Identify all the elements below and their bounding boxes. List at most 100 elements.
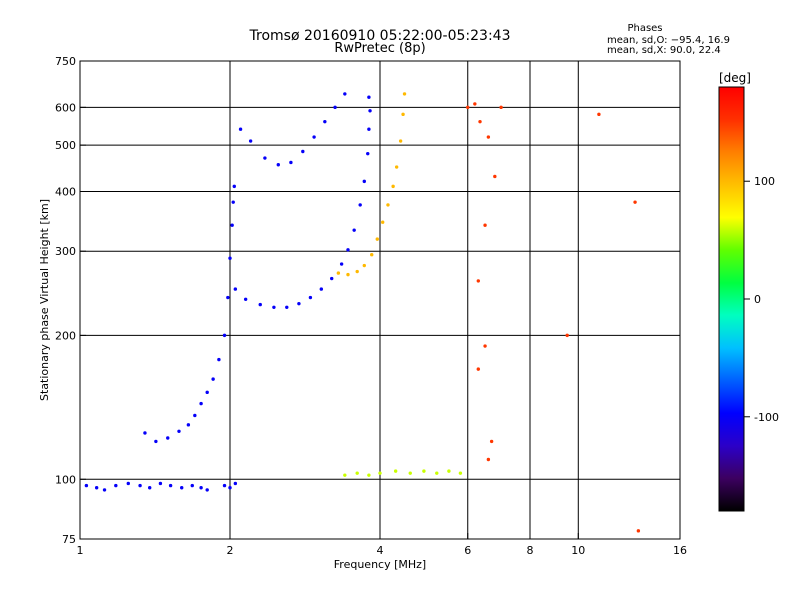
y-tick-label: 400 [55, 185, 76, 198]
x-axis-ticks: 1 2 4 6 8 10 16 [77, 533, 687, 557]
data-point [232, 184, 236, 189]
data-point [343, 92, 347, 96]
data-point [346, 248, 350, 252]
data-point [375, 237, 379, 241]
data-point [238, 127, 243, 131]
data-point [355, 471, 359, 475]
x-tick-label: 6 [464, 544, 471, 557]
y-tick-label: 75 [62, 533, 76, 546]
plot-area [79, 60, 681, 540]
data-point [148, 486, 152, 490]
data-point [166, 436, 170, 440]
data-point [319, 287, 324, 291]
data-point [205, 390, 209, 395]
data-point [633, 200, 637, 204]
data-point [94, 486, 99, 490]
data-point [565, 333, 569, 338]
data-point [330, 276, 334, 281]
series-scattered-echoes [466, 102, 641, 533]
data-point [486, 457, 491, 462]
data-point [483, 223, 487, 227]
data-point [368, 109, 372, 113]
data-point [343, 473, 347, 477]
data-point [312, 135, 316, 139]
data-point [352, 228, 356, 232]
x-tick-label: 8 [527, 544, 534, 557]
data-point [333, 105, 337, 110]
x-tick-label: 1 [77, 544, 84, 557]
data-point [199, 401, 203, 406]
data-point [228, 486, 232, 490]
data-point [486, 135, 491, 139]
data-point [258, 302, 262, 307]
data-point [190, 483, 194, 488]
data-point [386, 203, 390, 207]
data-point [597, 112, 601, 117]
data-point [499, 105, 503, 110]
x-tick-label: 16 [673, 544, 687, 557]
data-point [138, 483, 142, 488]
chart-subtitle: RwPretec (8p) [334, 41, 425, 56]
series-e-region-trace [84, 481, 238, 492]
series-e-layer-rising-trace [143, 184, 236, 444]
x-axis-label: Frequency [MHz] [334, 558, 426, 571]
data-point [84, 483, 89, 488]
x-tick-label: 2 [227, 544, 234, 557]
data-point [447, 469, 451, 473]
data-point [435, 471, 439, 475]
data-point [143, 431, 147, 435]
chart-title: Tromsø 20160910 05:22:00-05:23:43 [249, 28, 511, 44]
data-point [493, 174, 497, 179]
data-point [473, 102, 477, 106]
colorbar-tick-label: 0 [754, 293, 761, 306]
data-point [243, 297, 248, 301]
data-point [476, 367, 481, 371]
phase-stats-title: Phases [627, 23, 662, 34]
data-point [483, 344, 487, 348]
data-point [336, 271, 341, 275]
data-point [408, 471, 412, 475]
data-point [393, 469, 398, 473]
data-point [355, 269, 359, 274]
data-point [308, 295, 313, 300]
data-point [401, 112, 405, 117]
data-point [233, 481, 238, 486]
series-f-layer-x-trace [336, 92, 407, 277]
data-point [478, 119, 482, 124]
data-point [158, 481, 163, 486]
phase-stats-x: mean, sd,X: 90.0, 22.4 [607, 45, 721, 56]
data-point [362, 179, 366, 184]
data-point [226, 295, 230, 300]
colorbar-tick-label: 100 [754, 175, 775, 188]
colorbar-tick-label: -100 [754, 411, 779, 424]
data-point [362, 263, 366, 268]
data-point [301, 149, 305, 154]
series-upper-trace [238, 92, 347, 167]
data-point [358, 203, 362, 207]
y-axis-ticks: 75 100 200 300 400 500 600 750 [55, 55, 86, 546]
x-tick-label: 4 [377, 544, 384, 557]
data-point [231, 200, 235, 204]
data-point [402, 92, 407, 96]
data-point [380, 220, 385, 224]
data-point [248, 139, 253, 143]
y-tick-label: 200 [55, 329, 76, 342]
y-tick-label: 750 [55, 55, 76, 68]
data-point [102, 488, 107, 492]
data-point [466, 105, 470, 110]
data-point [367, 473, 371, 477]
y-tick-label: 500 [55, 139, 76, 152]
colorbar-ticks: 100 0 -100 [744, 175, 779, 424]
data-point [222, 483, 227, 488]
data-point [177, 429, 181, 434]
data-point [422, 469, 426, 473]
data-point [476, 279, 481, 283]
data-point [154, 439, 158, 444]
data-point [398, 139, 403, 143]
data-point [378, 471, 382, 475]
data-point [211, 377, 215, 381]
data-point [193, 413, 197, 418]
data-point [168, 483, 173, 488]
data-point [297, 301, 301, 306]
